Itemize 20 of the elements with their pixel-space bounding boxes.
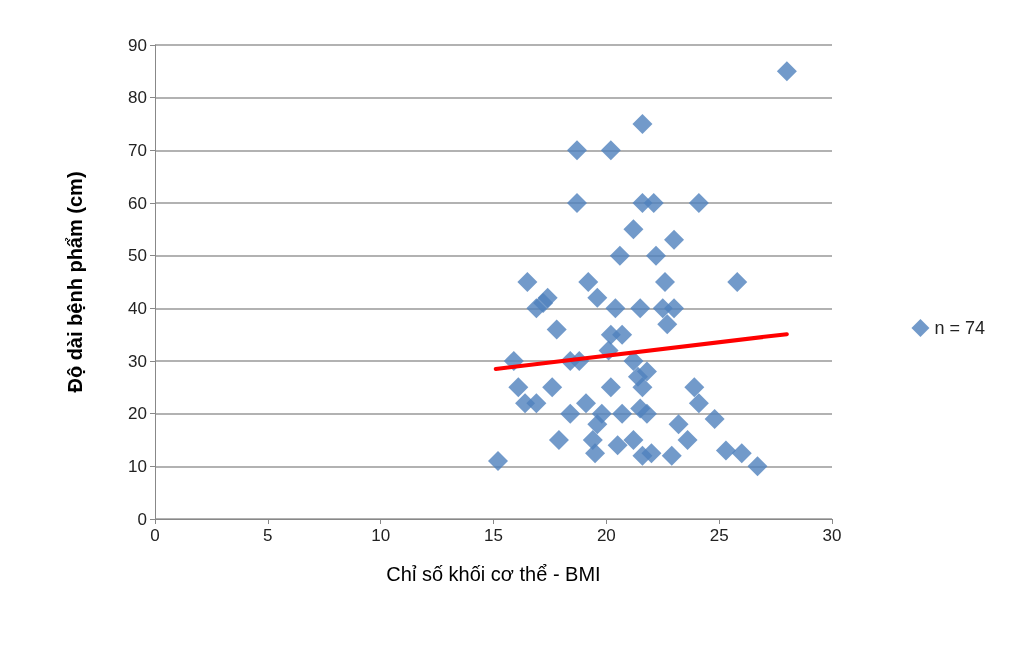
y-tick-label: 60 <box>128 193 147 213</box>
x-tick-label: 0 <box>150 526 160 545</box>
x-tick-label: 5 <box>263 526 273 545</box>
y-tick-label: 0 <box>137 509 147 529</box>
x-tick-label: 25 <box>709 526 729 545</box>
x-axis-title: Chỉ số khối cơ thể - BMI <box>386 563 601 585</box>
y-tick-label: 50 <box>128 246 147 266</box>
x-tick-label: 30 <box>822 526 842 545</box>
y-axis-title: Độ dài bệnh phẩm (cm) <box>64 171 86 393</box>
y-tick-label: 10 <box>128 456 147 476</box>
x-tick-label: 15 <box>484 526 503 545</box>
y-tick-label: 20 <box>128 404 147 424</box>
x-tick-label: 10 <box>371 526 391 545</box>
y-tick-label: 40 <box>128 298 147 318</box>
legend-label: n = 74 <box>934 318 985 338</box>
y-tick-label: 90 <box>128 35 147 55</box>
y-tick-label: 80 <box>128 88 147 108</box>
x-tick-label: 20 <box>596 526 616 545</box>
y-tick-label: 30 <box>128 351 147 371</box>
y-tick-label: 70 <box>128 140 147 160</box>
